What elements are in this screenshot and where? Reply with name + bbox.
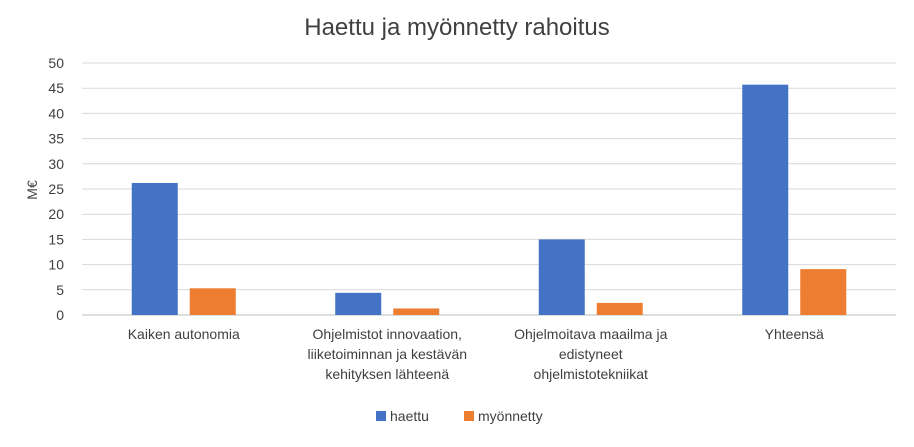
bar-haettu-3: [742, 84, 789, 315]
x-category-line: Kaiken autonomia: [128, 326, 240, 342]
x-category-line: ohjelmistotekniikat: [534, 366, 648, 382]
x-category-line: Ohjelmistot innovaation,: [313, 326, 462, 342]
x-category-label: Ohjelmoitava maailma ja edistyneet ohjelmi…: [514, 326, 667, 382]
y-tick-label: 15: [48, 231, 64, 247]
bar-myönnetty-3: [800, 269, 847, 315]
y-axis-ticks: 0 5 10 15 20 25 30 35 40 45 50: [48, 55, 64, 323]
legend-label: haettu: [390, 408, 429, 424]
x-category-line: edistyneet: [559, 346, 623, 362]
y-tick-label: 0: [56, 307, 64, 323]
x-category-line: liiketoiminnan ja kestävän: [307, 346, 467, 362]
chart-title: Haettu ja myönnetty rahoitus: [304, 14, 610, 41]
bar-myönnetty-0: [189, 288, 236, 315]
bar-myönnetty-2: [596, 302, 643, 315]
legend-swatch-haettu: [376, 411, 386, 421]
x-category-line: Yhteensä: [765, 326, 824, 342]
y-tick-label: 25: [48, 181, 64, 197]
y-tick-label: 45: [48, 80, 64, 96]
x-category-label: Ohjelmistot innovaation, liiketoiminnan j…: [307, 326, 467, 382]
bar-haettu-0: [131, 182, 178, 315]
y-axis-label: M€: [24, 180, 40, 200]
bar-haettu-2: [538, 239, 585, 315]
x-axis-categories: Kaiken autonomia Ohjelmistot innovaation,…: [128, 326, 824, 382]
bars: [131, 84, 847, 315]
x-category-line: Ohjelmoitava maailma ja: [514, 326, 667, 342]
y-tick-label: 35: [48, 131, 64, 147]
legend-swatch-myönnetty: [464, 411, 474, 421]
y-tick-label: 20: [48, 206, 64, 222]
y-tick-label: 5: [56, 282, 64, 298]
x-category-label: Kaiken autonomia: [128, 326, 240, 342]
y-tick-label: 30: [48, 156, 64, 172]
x-category-label: Yhteensä: [765, 326, 824, 342]
legend: haettu myönnetty: [376, 408, 543, 424]
bar-myönnetty-1: [393, 308, 440, 315]
x-category-line: kehityksen lähteenä: [325, 366, 449, 382]
y-tick-label: 40: [48, 105, 64, 121]
y-tick-label: 50: [48, 55, 64, 71]
y-tick-label: 10: [48, 257, 64, 273]
bar-haettu-1: [335, 292, 382, 315]
legend-label: myönnetty: [478, 408, 543, 424]
